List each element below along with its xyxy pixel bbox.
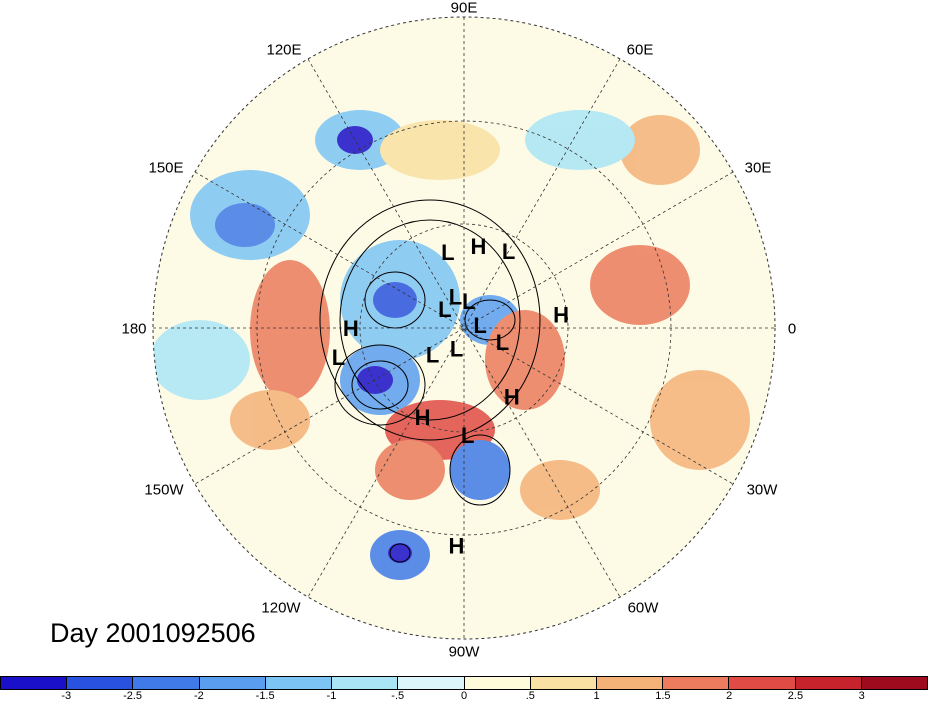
- colorbar-swatch: [663, 677, 730, 689]
- high-pressure-marker: H: [504, 384, 520, 409]
- lon-label-150e: 150E: [148, 159, 184, 177]
- colorbar-swatch: [530, 677, 597, 689]
- graticule: [153, 17, 775, 639]
- colorbar: [0, 676, 928, 690]
- colorbar-tick-label: 1: [593, 690, 600, 702]
- lon-label-60e: 60E: [626, 41, 654, 59]
- lon-label-60w: 60W: [627, 599, 659, 617]
- low-pressure-marker: L: [450, 336, 463, 361]
- colorbar-swatch: [464, 677, 531, 689]
- colorbar-swatch: [795, 677, 862, 689]
- high-pressure-marker: H: [448, 534, 464, 559]
- colorbar-tick-label: -.5: [391, 690, 405, 702]
- high-pressure-marker: H: [553, 302, 569, 327]
- colorbar-tick-label: 3: [858, 690, 865, 702]
- colorbar-tick-label: 1.5: [655, 690, 671, 702]
- low-pressure-marker: L: [502, 239, 515, 264]
- date-label: Day 2001092506: [50, 618, 256, 648]
- lon-label-120w: 120W: [261, 599, 301, 617]
- low-pressure-marker: L: [332, 345, 345, 370]
- lon-label-30e: 30E: [744, 159, 772, 177]
- low-pressure-marker: L: [441, 240, 454, 265]
- high-pressure-marker: H: [471, 234, 487, 259]
- colorbar-swatch: [1, 677, 68, 689]
- low-pressure-marker: L: [462, 289, 475, 314]
- low-pressure-marker: L: [438, 297, 451, 322]
- lon-label-30w: 30W: [746, 481, 778, 499]
- anomaly-shading: [153, 110, 750, 580]
- lon-label-90e: 90E: [450, 0, 478, 17]
- colorbar-tick-label: -2: [193, 690, 204, 702]
- low-pressure-marker: L: [426, 342, 439, 367]
- colorbar-swatch: [265, 677, 333, 689]
- high-pressure-marker: H: [343, 316, 359, 341]
- colorbar-swatch: [133, 677, 200, 689]
- colorbar-tick-label: -1: [326, 690, 337, 702]
- colorbar-swatch: [596, 677, 664, 689]
- lon-label-0: 0: [787, 320, 797, 338]
- colorbar-tick-label: 2: [726, 690, 733, 702]
- high-pressure-marker: H: [415, 405, 431, 430]
- low-pressure-marker: L: [496, 330, 509, 355]
- low-pressure-marker: L: [461, 423, 474, 448]
- lon-label-180: 180: [121, 320, 147, 338]
- colorbar-tick-label: -3: [61, 690, 72, 702]
- low-pressure-marker: L: [473, 313, 486, 338]
- colorbar-swatch: [729, 677, 796, 689]
- colorbar-swatch: [398, 677, 465, 689]
- colorbar-swatch: [332, 677, 399, 689]
- lon-label-90w: 90W: [448, 643, 480, 661]
- colorbar-swatch: [67, 677, 134, 689]
- lon-label-150w: 150W: [144, 481, 184, 499]
- low-pressure-marker: L: [449, 284, 462, 309]
- colorbar-swatch: [861, 677, 928, 689]
- map-boundary: [152, 16, 776, 640]
- colorbar-tick-label: 2.5: [787, 690, 804, 702]
- colorbar-tick-label: -2.5: [123, 690, 143, 702]
- lon-label-120e: 120E: [266, 41, 302, 59]
- colorbar-tick-label: 0: [460, 690, 468, 702]
- colorbar-tick-label: -1.5: [255, 690, 275, 702]
- colorbar-tick-label: .5: [525, 690, 535, 702]
- colorbar-swatch: [199, 677, 266, 689]
